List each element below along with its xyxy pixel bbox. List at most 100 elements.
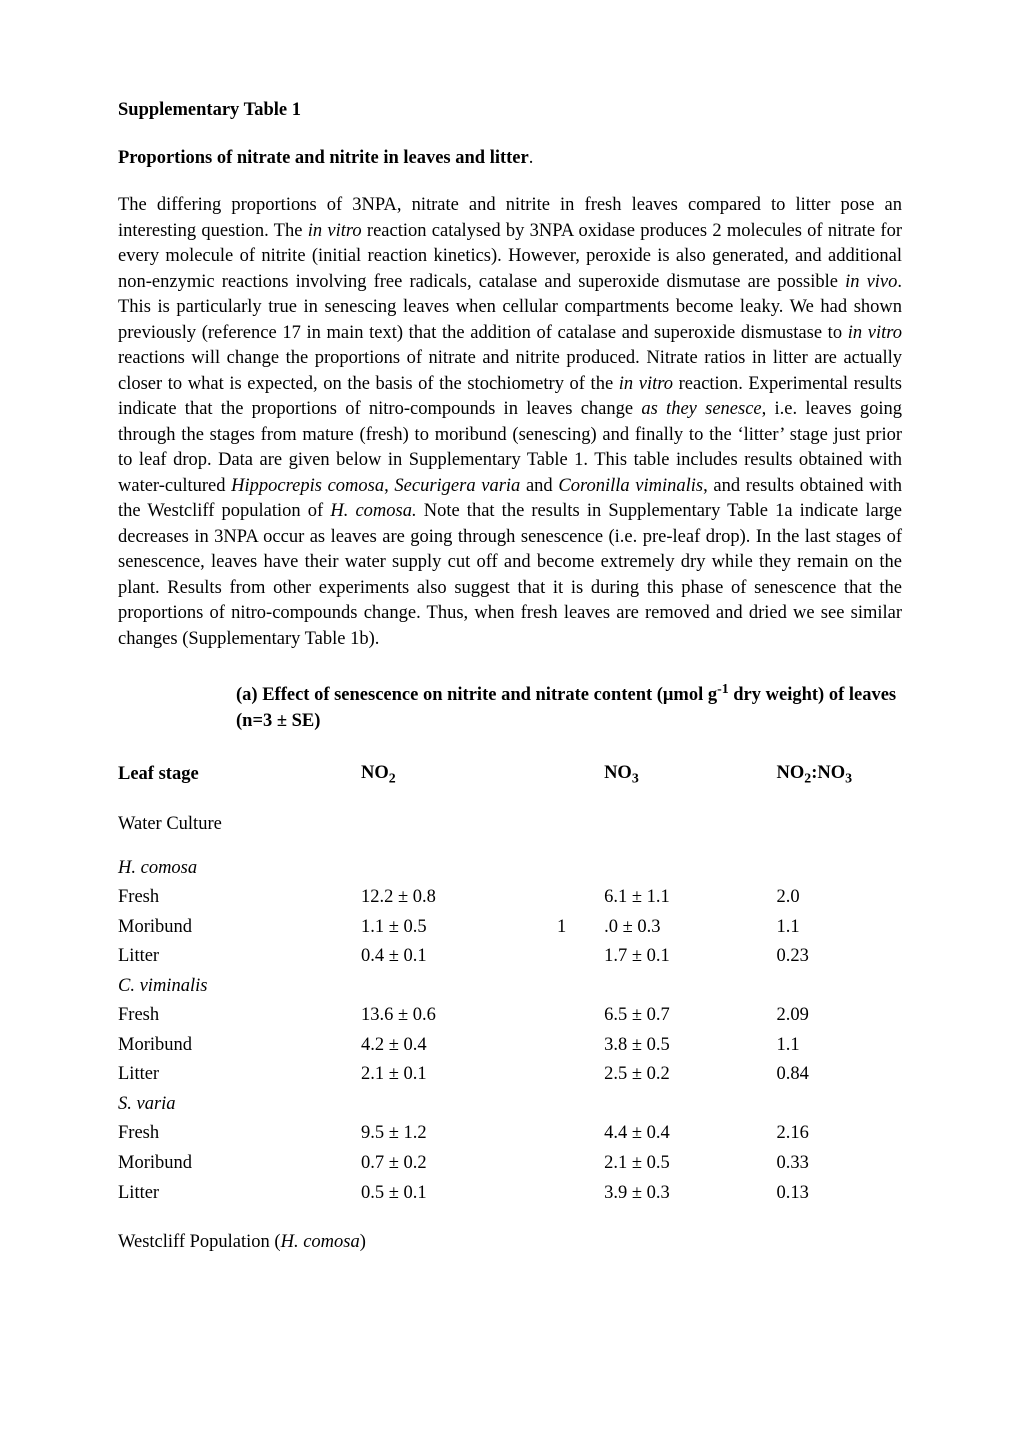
cell-ratio: 1.1 bbox=[777, 913, 902, 943]
header-no2-sub: 2 bbox=[389, 771, 396, 786]
header-no3-sub: 3 bbox=[632, 771, 639, 786]
table-row: Fresh 9.5 ± 1.2 4.4 ± 0.4 2.16 bbox=[118, 1119, 902, 1149]
section-water-culture: Water Culture bbox=[118, 806, 902, 854]
footnote-text: Westcliff Population ( bbox=[118, 1232, 281, 1252]
cell-stage: Moribund bbox=[118, 913, 361, 943]
table-row: Fresh 12.2 ± 0.8 6.1 ± 1.1 2.0 bbox=[118, 883, 902, 913]
cell-no3: 6.5 ± 0.7 bbox=[604, 1001, 776, 1031]
cell-no3: .0 ± 0.3 bbox=[604, 913, 776, 943]
para-italic: H. comosa. bbox=[330, 501, 416, 521]
para-italic: in vitro bbox=[308, 221, 362, 241]
cell-no3: 2.5 ± 0.2 bbox=[604, 1060, 776, 1090]
data-table: Leaf stage NO2 NO3 NO2:NO3 Water Culture… bbox=[118, 761, 902, 1209]
para-italic: in vitro bbox=[619, 374, 673, 394]
footnote-westcliff: Westcliff Population (H. comosa) bbox=[118, 1230, 902, 1256]
para-italic: in vitro bbox=[848, 323, 902, 343]
para-text: and bbox=[520, 476, 558, 496]
header-ratio: NO2:NO3 bbox=[777, 761, 902, 807]
header-no2: NO2 bbox=[361, 761, 557, 807]
table-row: Litter 2.1 ± 0.1 2.5 ± 0.2 0.84 bbox=[118, 1060, 902, 1090]
caption-text: (a) Effect of senescence on nitrite and … bbox=[236, 685, 717, 705]
table-row: Moribund 1.1 ± 0.5 1 .0 ± 0.3 1.1 bbox=[118, 913, 902, 943]
header-no3-text: NO bbox=[604, 763, 632, 783]
cell-stage: Moribund bbox=[118, 1149, 361, 1179]
cell-no2: 1.1 ± 0.5 bbox=[361, 913, 557, 943]
body-paragraph: The differing proportions of 3NPA, nitra… bbox=[118, 193, 902, 652]
cell-ratio: 2.16 bbox=[777, 1119, 902, 1149]
caption-sup: -1 bbox=[717, 682, 729, 697]
cell-stage: Litter bbox=[118, 1060, 361, 1090]
header-ratio-colon: :NO bbox=[811, 763, 845, 783]
cell-no3: 3.9 ± 0.3 bbox=[604, 1179, 776, 1209]
para-italic: as they senesce bbox=[641, 399, 761, 419]
table-header-row: Leaf stage NO2 NO3 NO2:NO3 bbox=[118, 761, 902, 807]
para-text: , bbox=[384, 476, 394, 496]
cell-mid bbox=[557, 1119, 604, 1149]
cell-stage: Litter bbox=[118, 1179, 361, 1209]
cell-ratio: 0.33 bbox=[777, 1149, 902, 1179]
header-spacer bbox=[557, 761, 604, 807]
cell-ratio: 1.1 bbox=[777, 1031, 902, 1061]
cell-ratio: 0.13 bbox=[777, 1179, 902, 1209]
cell-ratio: 2.0 bbox=[777, 883, 902, 913]
cell-stage: Fresh bbox=[118, 883, 361, 913]
cell-no2: 13.6 ± 0.6 bbox=[361, 1001, 557, 1031]
subheading-text: Proportions of nitrate and nitrite in le… bbox=[118, 148, 529, 168]
species-row: S. varia bbox=[118, 1090, 902, 1120]
species-name: H. comosa bbox=[118, 854, 902, 884]
table-row: Fresh 13.6 ± 0.6 6.5 ± 0.7 2.09 bbox=[118, 1001, 902, 1031]
cell-no2: 0.5 ± 0.1 bbox=[361, 1179, 557, 1209]
header-ratio-sub2: 3 bbox=[845, 771, 852, 786]
cell-no3: 2.1 ± 0.5 bbox=[604, 1149, 776, 1179]
table-row: Moribund 0.7 ± 0.2 2.1 ± 0.5 0.33 bbox=[118, 1149, 902, 1179]
cell-ratio: 0.23 bbox=[777, 942, 902, 972]
cell-ratio: 2.09 bbox=[777, 1001, 902, 1031]
cell-no3: 4.4 ± 0.4 bbox=[604, 1119, 776, 1149]
subheading-dot: . bbox=[529, 148, 534, 168]
species-row: H. comosa bbox=[118, 854, 902, 884]
cell-stage: Fresh bbox=[118, 1001, 361, 1031]
para-italic: in vivo bbox=[845, 272, 897, 292]
cell-stage: Fresh bbox=[118, 1119, 361, 1149]
header-no2-text: NO bbox=[361, 763, 389, 783]
species-name: C. viminalis bbox=[118, 972, 902, 1002]
cell-no2: 2.1 ± 0.1 bbox=[361, 1060, 557, 1090]
table-row: Moribund 4.2 ± 0.4 3.8 ± 0.5 1.1 bbox=[118, 1031, 902, 1061]
cell-no3: 1.7 ± 0.1 bbox=[604, 942, 776, 972]
cell-mid: 1 bbox=[557, 913, 604, 943]
cell-mid bbox=[557, 942, 604, 972]
cell-no3: 6.1 ± 1.1 bbox=[604, 883, 776, 913]
para-italic: Securigera varia bbox=[394, 476, 520, 496]
cell-mid bbox=[557, 1031, 604, 1061]
cell-mid bbox=[557, 883, 604, 913]
cell-no2: 0.7 ± 0.2 bbox=[361, 1149, 557, 1179]
para-italic: Coronilla viminalis bbox=[558, 476, 703, 496]
header-ratio-text: NO bbox=[777, 763, 805, 783]
cell-ratio: 0.84 bbox=[777, 1060, 902, 1090]
cell-no3: 3.8 ± 0.5 bbox=[604, 1031, 776, 1061]
footnote-text: ) bbox=[360, 1232, 366, 1252]
cell-stage: Litter bbox=[118, 942, 361, 972]
section-label-text: Water Culture bbox=[118, 806, 902, 854]
species-name: S. varia bbox=[118, 1090, 902, 1120]
cell-mid bbox=[557, 1001, 604, 1031]
cell-no2: 0.4 ± 0.1 bbox=[361, 942, 557, 972]
para-text: Note that the results in Supplementary T… bbox=[118, 501, 902, 649]
document-page: Supplementary Table 1 Proportions of nit… bbox=[0, 0, 1020, 1443]
cell-no2: 12.2 ± 0.8 bbox=[361, 883, 557, 913]
table-row: Litter 0.5 ± 0.1 3.9 ± 0.3 0.13 bbox=[118, 1179, 902, 1209]
footnote-italic: H. comosa bbox=[281, 1232, 360, 1252]
para-italic: Hippocrepis comosa bbox=[231, 476, 384, 496]
subheading: Proportions of nitrate and nitrite in le… bbox=[118, 146, 902, 172]
cell-stage: Moribund bbox=[118, 1031, 361, 1061]
cell-mid bbox=[557, 1179, 604, 1209]
table-caption: (a) Effect of senescence on nitrite and … bbox=[236, 680, 902, 734]
table-row: Litter 0.4 ± 0.1 1.7 ± 0.1 0.23 bbox=[118, 942, 902, 972]
cell-mid bbox=[557, 1060, 604, 1090]
header-leaf-stage: Leaf stage bbox=[118, 761, 361, 807]
species-row: C. viminalis bbox=[118, 972, 902, 1002]
cell-no2: 4.2 ± 0.4 bbox=[361, 1031, 557, 1061]
supplementary-heading: Supplementary Table 1 bbox=[118, 98, 902, 124]
cell-mid bbox=[557, 1149, 604, 1179]
cell-no2: 9.5 ± 1.2 bbox=[361, 1119, 557, 1149]
